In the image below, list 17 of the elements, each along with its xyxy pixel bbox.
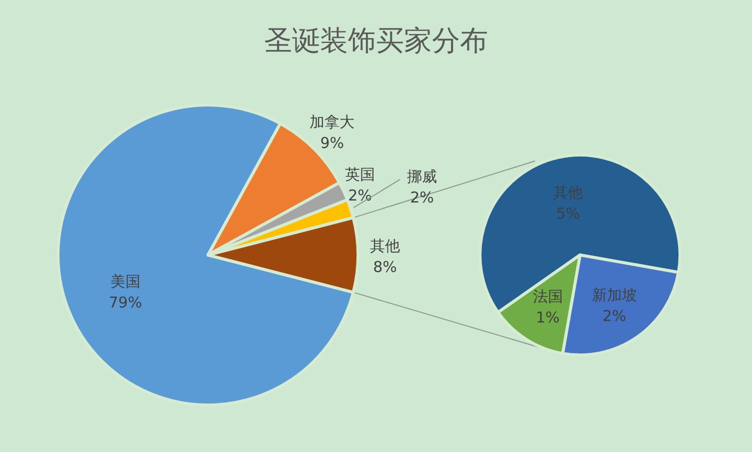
slice-label: 美国: [110, 272, 140, 291]
slice-label: 加拿大: [310, 112, 355, 131]
data-label: 1%: [536, 308, 560, 327]
data-label: 5%: [556, 204, 580, 222]
data-label: 9%: [320, 134, 344, 152]
slice-label: 英国: [345, 165, 376, 184]
slice-label: 其他: [553, 183, 584, 202]
slice-label: 挪威: [406, 167, 437, 186]
chart-title: 圣诞装饰买家分布: [264, 24, 488, 57]
slice-label: 其他: [370, 237, 400, 255]
slice-label: 新加坡: [592, 286, 637, 304]
data-label: 2%: [348, 186, 372, 204]
data-label: 2%: [410, 188, 434, 206]
data-label: 8%: [373, 258, 397, 276]
data-label: 2%: [602, 307, 626, 326]
data-label: 79%: [108, 294, 142, 312]
slice-label: 法国: [532, 288, 563, 306]
